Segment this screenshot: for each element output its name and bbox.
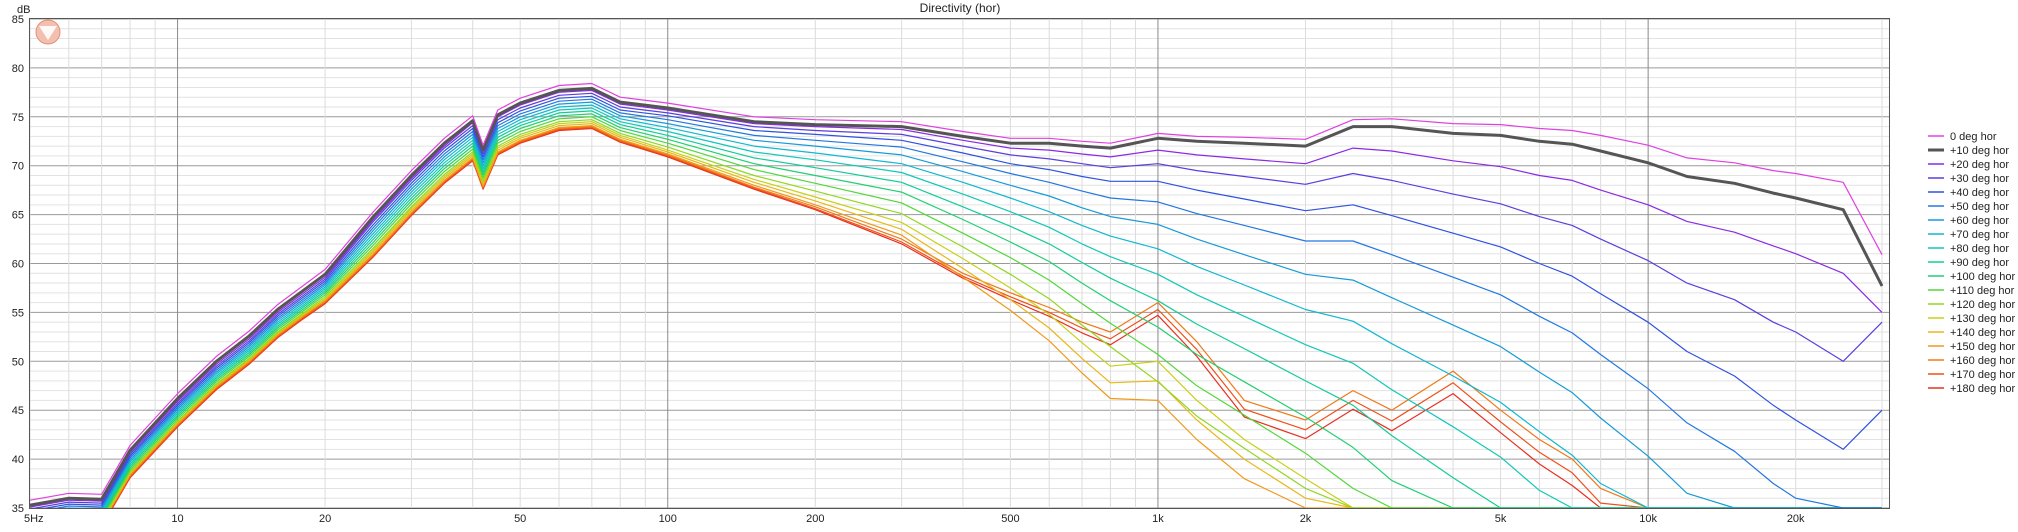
legend-item: +150 deg hor [1928,341,2015,353]
y-tick-label: 75 [12,112,24,124]
legend-label: +110 deg hor [1950,285,2015,297]
y-tick-label: 45 [12,405,24,417]
series-layer [30,82,1884,508]
x-tick-label: 10 [171,513,183,525]
series-line-140-deg-hor [109,122,1882,508]
series-line-100-deg-hor [106,113,1882,508]
legend-item: +140 deg hor [1928,327,2015,339]
y-tick-label: 40 [12,454,24,466]
legend-label: +130 deg hor [1950,313,2015,325]
legend: 0 deg hor +10 deg hor +20 deg hor +30 deg h… [1928,131,2015,395]
plot-frame [29,18,1890,509]
x-tick-label: 5Hz [24,513,44,525]
series-line-120-deg-hor [108,119,1882,508]
x-tick-label: 200 [806,513,824,525]
legend-item: 0 deg hor [1928,131,1997,143]
y-tick-label: 60 [12,259,24,271]
series-line-180-deg-hor [111,127,1882,508]
logo-icon [35,19,61,45]
legend-item: +30 deg hor [1928,173,2009,185]
chart-title: Directivity (hor) [920,1,1001,15]
x-tick-label: 50 [514,513,526,525]
series-line-0-deg-hor [30,82,1883,501]
legend-item: +180 deg hor [1928,383,2015,395]
legend-item: +60 deg hor [1928,215,2009,227]
legend-label: +80 deg hor [1950,243,2009,255]
series-line-110-deg-hor [107,116,1882,508]
legend-item: +90 deg hor [1928,257,2009,269]
legend-label: +10 deg hor [1950,145,2009,157]
x-tick-label: 20 [319,513,331,525]
series-line-60-deg-hor [65,101,1882,508]
legend-label: +90 deg hor [1950,257,2009,269]
series-line-20-deg-hor [30,89,1883,508]
y-tick-label: 50 [12,356,24,368]
series-line-90-deg-hor [104,110,1882,508]
axes-layer: 35 40 45 50 55 60 65 70 75 80 85 5Hz 10 20 50 100 200 500… [12,14,1805,525]
series-line-170-deg-hor [111,126,1882,508]
x-tick-label: 20k [1787,513,1805,525]
y-tick-label: 65 [12,210,24,222]
legend-label: +20 deg hor [1950,159,2009,171]
legend-item: +70 deg hor [1928,229,2009,241]
legend-item: +80 deg hor [1928,243,2009,255]
legend-item: +50 deg hor [1928,201,2009,213]
series-line-80-deg-hor [103,107,1882,508]
legend-item: +10 deg hor [1928,145,2009,157]
x-tick-label: 100 [659,513,677,525]
grid-layer [29,18,1889,509]
series-line-50-deg-hor [54,98,1882,508]
legend-item: +110 deg hor [1928,285,2015,297]
series-line-130-deg-hor [108,121,1882,508]
series-line-30-deg-hor [32,92,1883,508]
legend-label: +60 deg hor [1950,215,2009,227]
legend-item: +170 deg hor [1928,369,2015,381]
legend-label: 0 deg hor [1950,131,1997,143]
y-axis-label: dB [17,4,30,16]
y-tick-label: 80 [12,63,24,75]
series-line-40-deg-hor [43,95,1883,508]
legend-label: +40 deg hor [1950,187,2009,199]
x-tick-label: 10k [1639,513,1657,525]
legend-label: +70 deg hor [1950,229,2009,241]
legend-label: +50 deg hor [1950,201,2009,213]
legend-label: +120 deg hor [1950,299,2015,311]
y-tick-label: 35 [12,503,24,515]
legend-item: +20 deg hor [1928,159,2009,171]
legend-item: +120 deg hor [1928,299,2015,311]
x-tick-label: 1k [1152,513,1164,525]
series-line-10-deg-hor [30,86,1884,507]
legend-item: +100 deg hor [1928,271,2015,283]
legend-item: +160 deg hor [1928,355,2015,367]
y-tick-label: 55 [12,307,24,319]
series-line-150-deg-hor [109,124,1882,508]
legend-item: +130 deg hor [1928,313,2015,325]
legend-label: +160 deg hor [1950,355,2015,367]
legend-label: +170 deg hor [1950,369,2015,381]
x-tick-label: 5k [1495,513,1507,525]
legend-label: +30 deg hor [1950,173,2009,185]
legend-label: +180 deg hor [1950,383,2015,395]
series-line-160-deg-hor [110,125,1882,508]
x-tick-label: 500 [1001,513,1019,525]
legend-label: +140 deg hor [1950,327,2015,339]
y-tick-label: 85 [12,14,24,26]
legend-label: +150 deg hor [1950,341,2015,353]
y-tick-label: 70 [12,161,24,173]
x-tick-label: 2k [1300,513,1312,525]
legend-item: +40 deg hor [1928,187,2009,199]
series-line-70-deg-hor [102,104,1882,508]
legend-label: +100 deg hor [1950,271,2015,283]
